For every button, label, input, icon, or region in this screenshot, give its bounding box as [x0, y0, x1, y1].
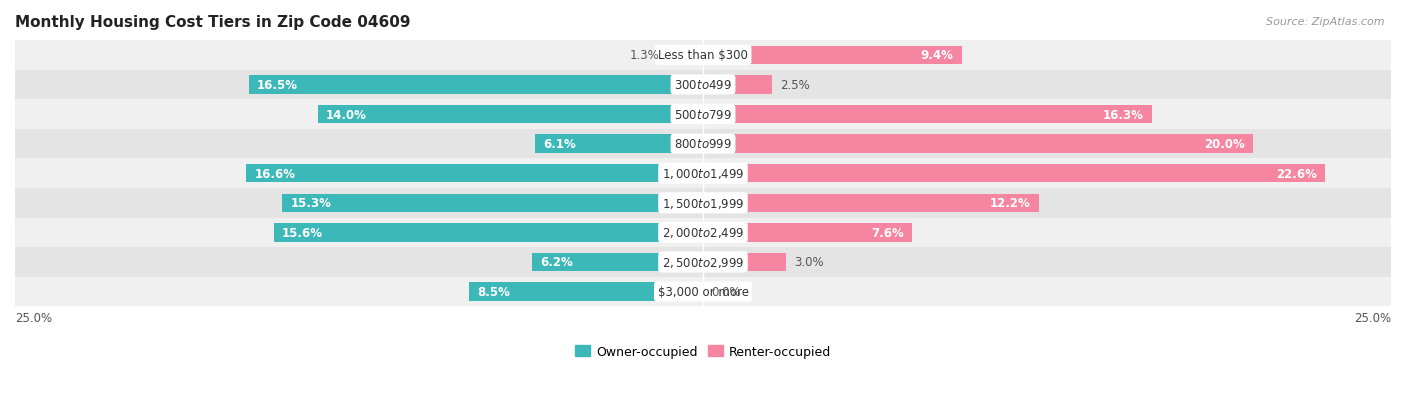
Bar — [533, 253, 703, 271]
Text: 15.3%: 15.3% — [290, 197, 330, 210]
Bar — [15, 71, 1391, 100]
Text: $2,000 to $2,499: $2,000 to $2,499 — [662, 226, 744, 240]
Bar — [274, 224, 703, 242]
Bar — [703, 106, 1152, 124]
Text: 16.5%: 16.5% — [257, 79, 298, 92]
Bar — [15, 130, 1391, 159]
Text: Source: ZipAtlas.com: Source: ZipAtlas.com — [1267, 17, 1385, 26]
Bar — [15, 41, 1391, 71]
Text: $500 to $799: $500 to $799 — [673, 108, 733, 121]
Text: $800 to $999: $800 to $999 — [673, 138, 733, 151]
Bar — [703, 253, 786, 271]
Bar — [536, 135, 703, 153]
Text: 7.6%: 7.6% — [872, 226, 904, 239]
Text: 1.3%: 1.3% — [630, 49, 659, 62]
Text: 22.6%: 22.6% — [1275, 167, 1316, 180]
Bar — [15, 100, 1391, 130]
Bar — [703, 76, 772, 95]
Text: Less than $300: Less than $300 — [658, 49, 748, 62]
Text: Monthly Housing Cost Tiers in Zip Code 04609: Monthly Housing Cost Tiers in Zip Code 0… — [15, 15, 411, 30]
Text: 0.0%: 0.0% — [711, 285, 741, 298]
Bar — [470, 282, 703, 301]
Bar — [318, 106, 703, 124]
Bar — [15, 218, 1391, 247]
Text: 16.6%: 16.6% — [254, 167, 295, 180]
Text: $3,000 or more: $3,000 or more — [658, 285, 748, 298]
Text: $1,500 to $1,999: $1,500 to $1,999 — [662, 196, 744, 210]
Text: $300 to $499: $300 to $499 — [673, 79, 733, 92]
Bar — [15, 277, 1391, 306]
Text: 6.2%: 6.2% — [541, 256, 574, 269]
Bar — [283, 194, 703, 212]
Text: $2,500 to $2,999: $2,500 to $2,999 — [662, 255, 744, 269]
Text: 6.1%: 6.1% — [543, 138, 576, 151]
Text: 14.0%: 14.0% — [326, 108, 367, 121]
Text: 20.0%: 20.0% — [1205, 138, 1246, 151]
Bar — [246, 165, 703, 183]
Text: 2.5%: 2.5% — [780, 79, 810, 92]
Bar — [703, 224, 912, 242]
Text: 15.6%: 15.6% — [283, 226, 323, 239]
Bar — [703, 165, 1324, 183]
Bar — [249, 76, 703, 95]
Text: 12.2%: 12.2% — [990, 197, 1031, 210]
Text: 25.0%: 25.0% — [1354, 311, 1391, 324]
Bar — [703, 47, 962, 65]
Text: 9.4%: 9.4% — [921, 49, 953, 62]
Legend: Owner-occupied, Renter-occupied: Owner-occupied, Renter-occupied — [569, 340, 837, 363]
Text: 8.5%: 8.5% — [477, 285, 510, 298]
Bar — [15, 247, 1391, 277]
Bar — [15, 188, 1391, 218]
Bar — [703, 194, 1039, 212]
Text: 3.0%: 3.0% — [794, 256, 824, 269]
Text: $1,000 to $1,499: $1,000 to $1,499 — [662, 167, 744, 181]
Bar — [15, 159, 1391, 188]
Text: 16.3%: 16.3% — [1102, 108, 1143, 121]
Bar — [668, 47, 703, 65]
Bar — [703, 135, 1253, 153]
Text: 25.0%: 25.0% — [15, 311, 52, 324]
